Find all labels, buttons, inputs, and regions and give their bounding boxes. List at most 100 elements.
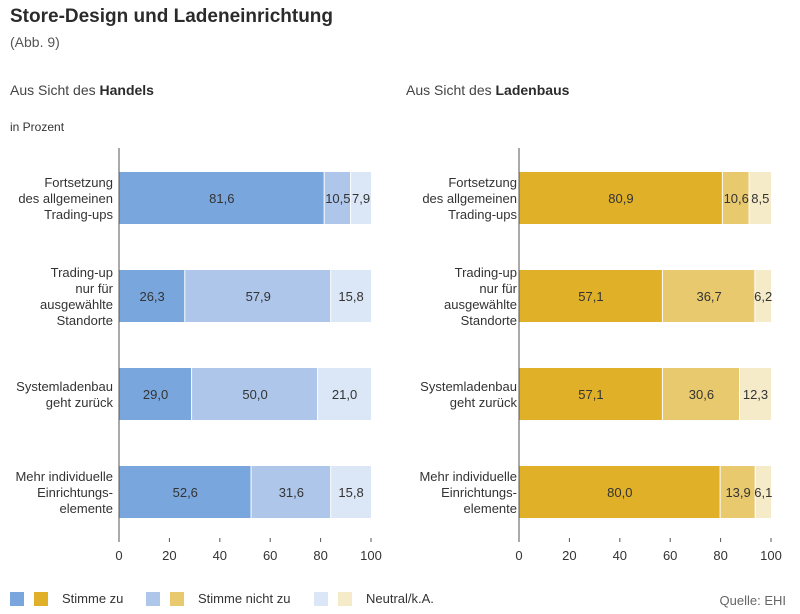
legend-label: Stimme nicht zu [198,591,291,606]
unit-label: in Prozent [10,120,65,134]
bar-segment [519,270,663,322]
category-label: nur für [75,281,113,296]
x-tick-label: 40 [613,548,627,563]
category-label: Trading-ups [448,207,517,222]
category-label: elemente [60,501,113,516]
bar-segment [722,172,750,224]
legend-swatch-gold [170,591,184,606]
x-tick-label: 40 [213,548,227,563]
data-label: 80,9 [608,191,633,206]
data-label: 7,9 [352,191,370,206]
panel-title-prefix: Aus Sicht des [10,82,100,98]
data-label: 81,6 [209,191,234,206]
bar-segment [755,270,771,322]
panel-title-ladenbau: Aus Sicht des Ladenbaus [406,82,569,98]
x-tick-label: 0 [115,548,122,563]
data-label: 12,3 [743,387,768,402]
page-title: Store-Design und Ladeneinrichtung [10,6,334,27]
bar-segment [318,368,371,420]
bar-segment [331,466,371,518]
panel-title-handel: Aus Sicht des Handels [10,82,154,98]
panel-title-emphasis: Ladenbaus [495,82,570,98]
bar-segment [251,466,332,518]
category-label: Fortsetzung [44,175,113,190]
source-note: Quelle: EHI [719,593,786,608]
bar-segment [119,368,193,420]
bar-segment [519,172,723,224]
bar-segment [740,368,771,420]
category-label: Einrichtungs- [441,485,517,500]
data-label: 29,0 [143,387,168,402]
category-label: nur für [479,281,517,296]
data-label: 80,0 [607,485,632,500]
data-label: 52,6 [173,485,198,500]
legend-item-stimme-zu: Stimme zu [10,591,123,606]
category-label: Systemladenbau [420,379,517,394]
bar-segment [662,368,741,420]
legend-item-stimme-nicht-zu: Stimme nicht zu [146,591,290,606]
bar-segment [519,466,721,518]
figure-reference: (Abb. 9) [10,34,60,50]
data-label: 57,1 [578,387,603,402]
category-label: Standorte [461,313,517,328]
category-label: geht zurück [46,395,114,410]
data-label: 26,3 [139,289,164,304]
legend-swatch-gold [338,591,352,606]
data-label: 21,0 [332,387,357,402]
category-label: ausgewählte [444,297,517,312]
bar-segment [755,466,771,518]
category-label: ausgewählte [40,297,113,312]
legend-swatch-blue [10,591,24,606]
bar-segment [119,172,325,224]
bar-segment [662,270,756,322]
data-label: 6,1 [754,485,772,500]
x-tick-label: 60 [263,548,277,563]
data-label: 6,2 [754,289,772,304]
category-label: des allgemeinen [422,191,517,206]
category-label: Standorte [57,313,113,328]
x-tick-label: 20 [162,548,176,563]
data-label: 36,7 [696,289,721,304]
x-tick-label: 0 [515,548,522,563]
data-label: 10,5 [325,191,350,206]
data-label: 15,8 [338,289,363,304]
bar-segment [185,270,332,322]
legend-swatch-blue [146,591,160,606]
panel-title-prefix: Aus Sicht des [406,82,496,98]
category-label: Trading-ups [44,207,113,222]
panel-title-emphasis: Handels [99,82,154,98]
bar-segment [119,466,252,518]
category-label: Trading-up [455,265,517,280]
category-label: Systemladenbau [16,379,113,394]
bar-segment [331,270,371,322]
legend-label: Stimme zu [62,591,124,606]
data-label: 30,6 [689,387,714,402]
category-label: Fortsetzung [448,175,517,190]
data-label: 57,1 [578,289,603,304]
data-label: 57,9 [246,289,271,304]
data-label: 8,5 [751,191,769,206]
legend-item-neutral: Neutral/k.A. [314,591,434,606]
bar-segment [351,172,371,224]
legend-swatch-gold [34,591,48,606]
legend: Stimme zu Stimme nicht zu Neutral/k.A. [0,591,800,611]
category-label: Mehr individuelle [419,469,517,484]
bar-segment [749,172,771,224]
x-tick-label: 20 [562,548,576,563]
bar-segment [119,270,186,322]
x-tick-label: 60 [663,548,677,563]
category-label: des allgemeinen [18,191,113,206]
bar-segment [192,368,319,420]
x-tick-label: 100 [760,548,782,563]
bar-segment [519,368,663,420]
bar-segment [324,172,352,224]
x-tick-label: 100 [360,548,382,563]
data-label: 31,6 [279,485,304,500]
category-label: Mehr individuelle [15,469,113,484]
data-label: 15,8 [338,485,363,500]
category-label: geht zurück [450,395,518,410]
x-tick-label: 80 [713,548,727,563]
legend-label: Neutral/k.A. [366,591,434,606]
x-tick-label: 80 [313,548,327,563]
